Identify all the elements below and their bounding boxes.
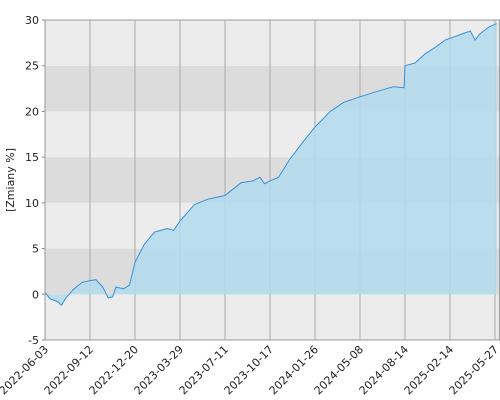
band <box>45 294 500 340</box>
y-tick-label: -5 <box>28 334 39 347</box>
area <box>45 23 497 306</box>
y-axis-label: [Zmiany %] <box>4 148 17 212</box>
y-tick-label: 20 <box>25 105 39 118</box>
y-tick-label: 15 <box>25 151 39 164</box>
y-tick-label: 0 <box>32 288 39 301</box>
y-tick-label: 25 <box>25 60 39 73</box>
y-tick-label: 30 <box>25 14 39 27</box>
plot-frame <box>44 19 500 341</box>
y-tick-label: 5 <box>32 243 39 256</box>
y-tick-label: 10 <box>25 197 39 210</box>
line <box>44 23 497 307</box>
